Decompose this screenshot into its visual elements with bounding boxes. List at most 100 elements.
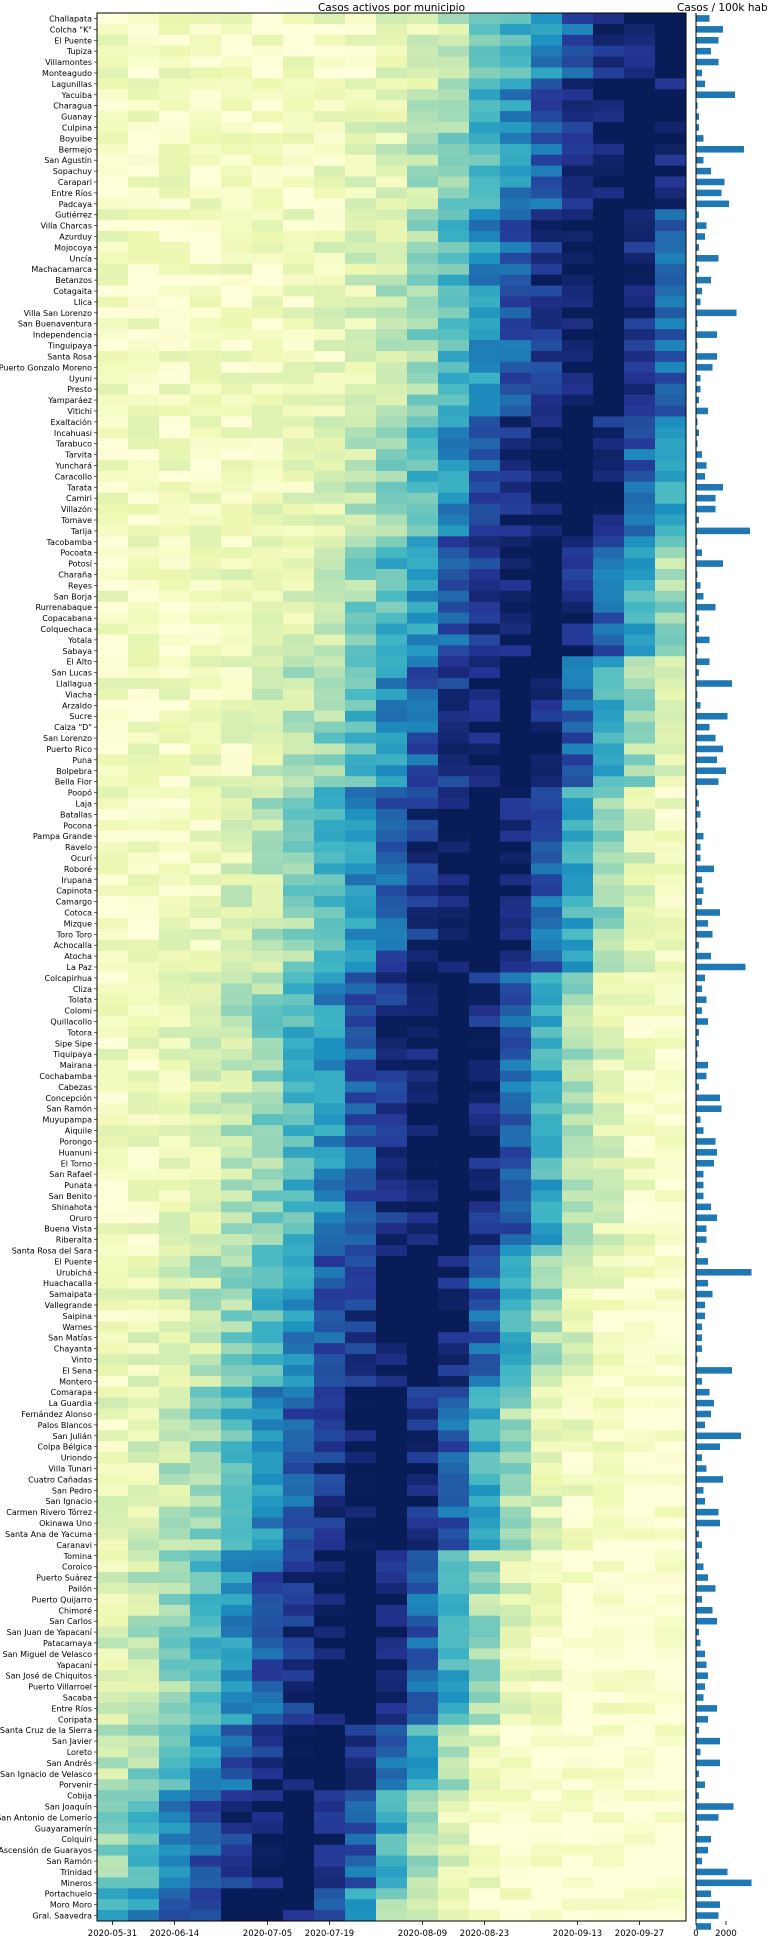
heatmap-cell (407, 983, 439, 995)
heatmap-cell (593, 1757, 625, 1769)
heatmap-cell (345, 1386, 377, 1399)
row-label: Tarabuco (55, 440, 92, 449)
heatmap-cell (593, 972, 625, 984)
heatmap-cell (500, 590, 532, 603)
heatmap-cell (345, 885, 377, 897)
row-label: Santa Rosa del Sara (12, 1246, 92, 1255)
heatmap-cell (252, 111, 284, 123)
heatmap-cell (438, 1844, 470, 1856)
heatmap-cell (469, 830, 501, 843)
heatmap-cell (159, 1212, 191, 1224)
heatmap-cell (314, 1583, 346, 1595)
heatmap-cell (97, 1157, 129, 1170)
heatmap-cell (376, 1343, 408, 1355)
heatmap-cell (469, 547, 501, 559)
heatmap-cell (593, 100, 625, 112)
heatmap-cell (190, 1354, 222, 1366)
heatmap-cell (562, 481, 594, 494)
heatmap-cell (221, 449, 253, 461)
heatmap-cell (283, 372, 315, 385)
heatmap-cell (593, 1768, 625, 1780)
heatmap-cell (159, 307, 191, 319)
row-label: Betanzos (55, 276, 92, 285)
heatmap-cell (562, 1790, 594, 1802)
bar (696, 331, 717, 338)
heatmap-cell (221, 470, 253, 483)
heatmap-cell (345, 1212, 377, 1224)
heatmap-cell (345, 1135, 377, 1148)
heatmap-cell (345, 1790, 377, 1802)
heatmap-cell (159, 67, 191, 79)
heatmap-cell (624, 416, 656, 428)
heatmap-cell (593, 460, 625, 472)
heatmap-cell (376, 1452, 408, 1464)
heatmap-cell (252, 1779, 284, 1791)
heatmap-cell (469, 852, 501, 864)
heatmap-cell (500, 732, 532, 744)
heatmap-cell (314, 917, 346, 930)
heatmap-cell (190, 1626, 222, 1638)
heatmap-cell (376, 481, 408, 494)
heatmap-cell (562, 1288, 594, 1300)
heatmap-cell (438, 154, 470, 167)
heatmap-cell (562, 1593, 594, 1606)
row-label: Villa San Lorenzo (24, 309, 93, 318)
heatmap-cell (624, 1157, 656, 1170)
heatmap-cell (190, 318, 222, 330)
heatmap-cell (376, 1092, 408, 1104)
heatmap-cell (345, 950, 377, 962)
bar (696, 614, 699, 622)
heatmap-cell (562, 787, 594, 799)
heatmap-cell (252, 427, 284, 439)
heatmap-cell (128, 939, 160, 952)
heatmap-cell (407, 874, 439, 886)
heatmap-cell (593, 1713, 625, 1726)
heatmap-cell (469, 765, 501, 777)
bar (696, 1094, 720, 1102)
heatmap-cell (500, 405, 532, 417)
heatmap-cell (500, 688, 532, 701)
row-label: Tarija (70, 527, 92, 536)
heatmap-cell (624, 874, 656, 886)
heatmap-cell (562, 841, 594, 853)
heatmap-cell (252, 972, 284, 984)
heatmap-cell (345, 220, 377, 232)
heatmap-cell (376, 1375, 408, 1388)
heatmap-cell (252, 699, 284, 712)
heatmap-cell (531, 427, 563, 439)
heatmap-cell (593, 1419, 625, 1431)
heatmap-cell (190, 470, 222, 483)
heatmap-cell (128, 405, 160, 417)
heatmap-cell (469, 56, 501, 68)
heatmap-cell (376, 819, 408, 832)
heatmap-cell (469, 1561, 501, 1573)
heatmap-cell (376, 263, 408, 276)
row-label: Oruro (69, 1214, 92, 1223)
heatmap-cell (655, 1833, 687, 1846)
heatmap-cell (221, 340, 253, 352)
heatmap-cell (624, 1234, 656, 1246)
heatmap-cell (190, 1375, 222, 1388)
heatmap-cell (128, 961, 160, 973)
heatmap-cell (407, 1114, 439, 1126)
heatmap-cell (562, 1517, 594, 1529)
heatmap-cell (221, 907, 253, 919)
heatmap-cell (469, 1277, 501, 1290)
row-label: Sipe Sipe (55, 1039, 92, 1048)
heatmap-cell (593, 1452, 625, 1464)
heatmap-cell (438, 89, 470, 101)
heatmap-cell (531, 1125, 563, 1137)
heatmap-cell (128, 350, 160, 363)
heatmap-cell (655, 547, 687, 559)
row-label: Puerto Villarroel (28, 1683, 92, 1692)
heatmap-cell (655, 1125, 687, 1137)
heatmap-cell (531, 405, 563, 417)
heatmap-cell (531, 1201, 563, 1213)
heatmap-cell (500, 1441, 532, 1453)
heatmap-cell (97, 819, 129, 832)
heatmap-cell (221, 830, 253, 843)
heatmap-cell (159, 710, 191, 723)
heatmap-cell (407, 1779, 439, 1791)
heatmap-cell (221, 405, 253, 417)
heatmap-cell (438, 1048, 470, 1061)
